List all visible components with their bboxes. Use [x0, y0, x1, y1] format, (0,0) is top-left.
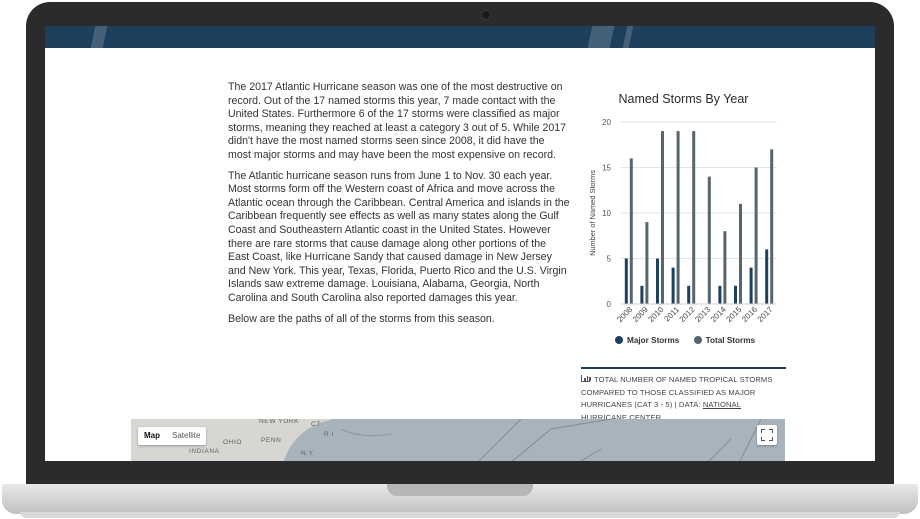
browser-viewport[interactable]: The 2017 Atlantic Hurricane season was o… — [45, 26, 875, 461]
bar-major — [640, 285, 644, 304]
y-tick-label: 15 — [602, 164, 611, 173]
bar-total — [739, 203, 742, 304]
article-paragraph: Below are the paths of all of the storms… — [228, 312, 495, 325]
bar-major — [765, 249, 769, 304]
y-tick-label: 0 — [607, 300, 612, 309]
page-header-image — [45, 26, 875, 48]
x-tick-label: 2009 — [631, 305, 650, 324]
chart-caption: TOTAL NUMBER OF NAMED TROPICAL STORMS CO… — [581, 367, 786, 424]
named-storms-chart: Named Storms By Year 0 5 10 15 20 Number of N… — [581, 92, 786, 422]
fullscreen-icon[interactable] — [757, 425, 777, 445]
legend-label-major: Major Storms — [627, 336, 680, 345]
chart-title: Named Storms By Year — [618, 92, 749, 106]
map-type-satellite-button[interactable]: Satellite — [172, 431, 201, 440]
bar-total — [676, 131, 680, 304]
x-tick-label: 2016 — [740, 305, 759, 324]
caption-end: . — [661, 412, 664, 422]
map-label-penn: PENN — [261, 437, 282, 444]
bar-major — [656, 258, 659, 304]
bar-total — [723, 231, 727, 304]
bar-total — [661, 131, 664, 304]
chart-legend: Major Storms Total Storms — [615, 336, 767, 345]
legend-label-total: Total Storms — [705, 336, 756, 345]
x-tick-label: 2011 — [662, 305, 681, 324]
map-label-indiana: INDIANA — [189, 448, 220, 455]
x-tick-label: 2008 — [615, 305, 634, 324]
map-label-ny-city: N.Y. — [301, 450, 316, 457]
map-type-map-button[interactable]: Map — [144, 431, 160, 440]
storm-paths-map[interactable]: NEW YORK OHIO PENN INDIANA N.Y. R I CT M… — [131, 419, 785, 461]
article-paragraph: The Atlantic hurricane season runs from … — [228, 169, 570, 304]
y-axis-label: Number of Named Storms — [588, 170, 597, 256]
map-label-ct: CT — [311, 421, 321, 428]
laptop-notch — [387, 484, 533, 496]
bar-major — [671, 267, 675, 304]
x-tick-label: 2012 — [678, 305, 697, 324]
bar-major — [718, 285, 722, 304]
x-tick-label: 2013 — [693, 305, 712, 324]
caption-text: TOTAL NUMBER OF NAMED TROPICAL STORMS CO… — [581, 375, 773, 409]
article-body: The 2017 Atlantic Hurricane season was o… — [228, 81, 570, 333]
map-type-toggle: Map Satellite — [138, 427, 207, 445]
storm-tracks — [340, 419, 762, 461]
bar-total — [754, 167, 758, 304]
bar-total — [692, 131, 696, 304]
map-label-ohio: OHIO — [223, 439, 243, 446]
bar-total — [770, 149, 774, 304]
y-tick-label: 20 — [602, 118, 611, 127]
y-tick-label: 5 — [607, 255, 612, 264]
nhc-link[interactable]: NATIONAL HURRICANE CENTER — [581, 400, 742, 422]
camera-icon — [481, 10, 491, 20]
bar-major — [734, 285, 737, 304]
x-tick-label: 2017 — [756, 305, 775, 324]
x-tick-label: 2015 — [724, 305, 743, 324]
bar-chart-icon — [581, 375, 591, 382]
legend-dot-total — [693, 336, 702, 344]
map-label-new-york: NEW YORK — [259, 419, 300, 425]
bar-major — [749, 267, 753, 304]
bar-major — [687, 285, 691, 304]
laptop-shadow — [20, 512, 900, 518]
map-label-ri: R I — [324, 431, 335, 438]
y-tick-label: 10 — [602, 209, 611, 218]
article-paragraph: The 2017 Atlantic Hurricane season was o… — [228, 81, 567, 161]
x-tick-label: 2014 — [709, 305, 728, 324]
legend-item-total[interactable]: Total Storms — [693, 336, 756, 345]
bar-total — [629, 158, 633, 304]
bar-total — [707, 176, 711, 304]
x-tick-label: 2010 — [646, 305, 665, 324]
bar-total — [645, 222, 649, 304]
bar-major — [624, 258, 628, 304]
legend-item-major[interactable]: Major Storms — [615, 336, 679, 345]
legend-dot-major — [615, 336, 623, 344]
